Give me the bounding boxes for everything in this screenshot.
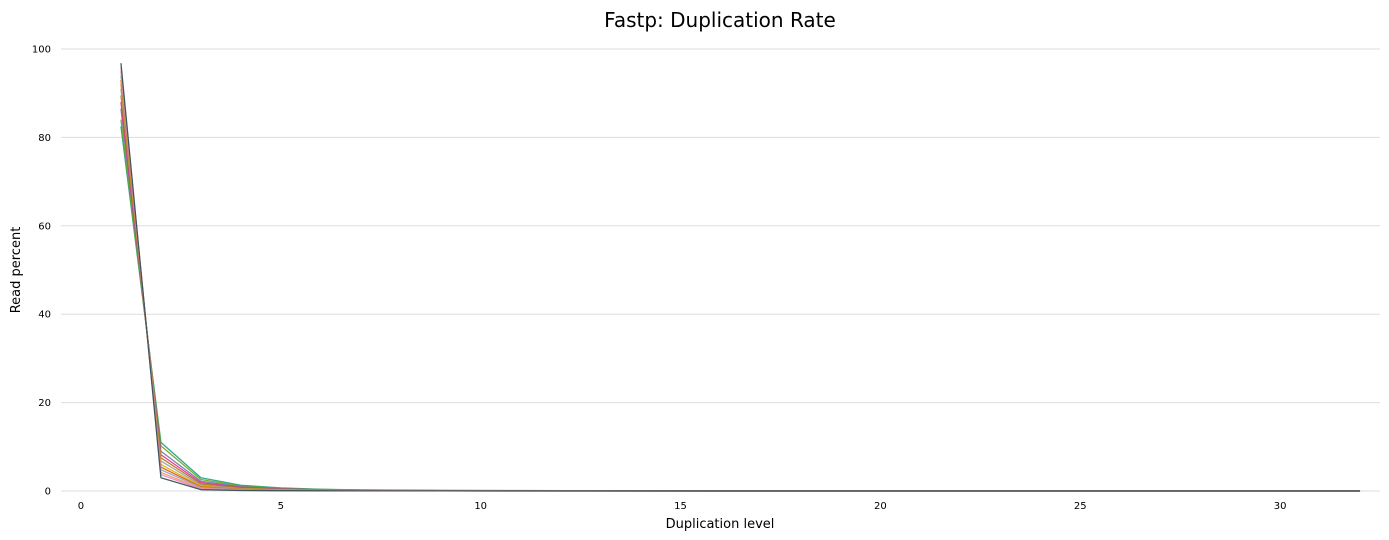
x-tick-label: 10 <box>474 501 487 512</box>
series-line-8 <box>120 79 1361 492</box>
y-tick-label: 20 <box>38 398 51 409</box>
series-line-6 <box>120 88 1361 492</box>
series-line-2 <box>120 119 1361 492</box>
y-axis-ticks: 0 20 40 60 80 100 <box>32 45 51 498</box>
series-line-3 <box>120 108 1361 492</box>
y-tick-label: 100 <box>32 45 51 56</box>
y-tick-label: 60 <box>38 221 51 232</box>
x-axis-ticks: 0 5 10 15 20 25 30 <box>78 501 1287 512</box>
y-axis-label: Read percent <box>9 227 24 314</box>
y-tick-label: 80 <box>38 133 51 144</box>
series-line-4 <box>120 101 1361 492</box>
x-tick-label: 0 <box>78 501 84 512</box>
x-tick-label: 20 <box>874 501 887 512</box>
y-tick-label: 0 <box>45 487 51 498</box>
x-tick-label: 5 <box>278 501 284 512</box>
x-tick-label: 15 <box>674 501 687 512</box>
y-tick-label: 40 <box>38 310 51 321</box>
series-line-1 <box>120 126 1361 492</box>
series-line-12 <box>120 63 1361 492</box>
gridlines <box>61 48 1380 492</box>
x-axis-label: Duplication level <box>666 517 775 532</box>
series-lines <box>120 63 1361 492</box>
x-tick-label: 30 <box>1274 501 1287 512</box>
series-line-5 <box>120 95 1361 492</box>
series-line-11 <box>120 67 1361 492</box>
chart-title: Fastp: Duplication Rate <box>604 8 836 32</box>
x-tick-label: 25 <box>1074 501 1087 512</box>
series-line-10 <box>120 71 1361 492</box>
series-line-7 <box>120 84 1361 492</box>
